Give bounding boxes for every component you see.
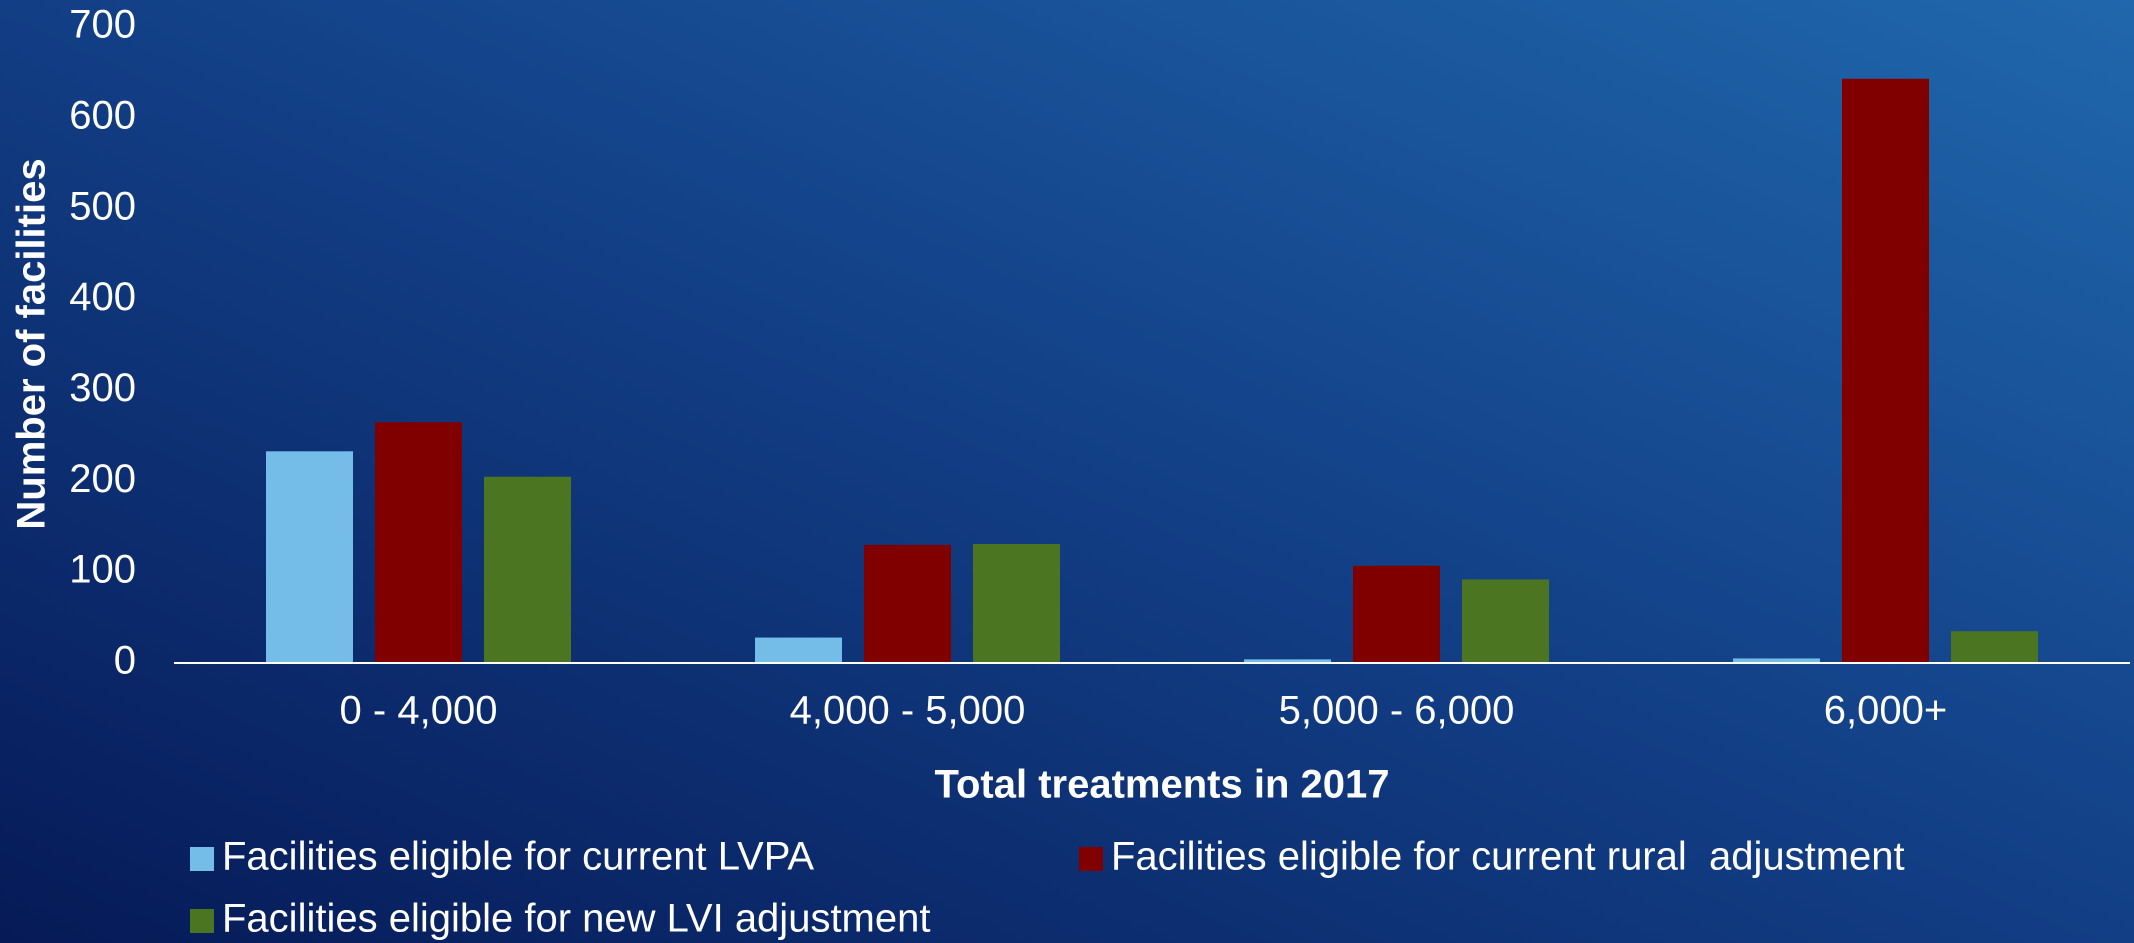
bar: [1244, 659, 1331, 663]
bar: [973, 543, 1060, 663]
bar: [375, 422, 462, 663]
y-axis-title: Number of facilities: [10, 158, 54, 529]
x-tick-label: 5,000 - 6,000: [1279, 689, 1515, 733]
bar: [1733, 658, 1820, 663]
x-tick-label: 4,000 - 5,000: [790, 689, 1026, 733]
x-axis-title: Total treatments in 2017: [935, 763, 1390, 807]
bar: [755, 637, 842, 663]
legend-label: Facilities eligible for new LVI adjustme…: [222, 897, 930, 941]
y-tick-label: 700: [69, 3, 136, 47]
x-tick-label: 6,000+: [1824, 689, 1947, 733]
bar: [864, 544, 951, 663]
legend-swatch: [190, 847, 214, 871]
y-tick-label: 100: [69, 548, 136, 592]
legend-swatch: [190, 909, 214, 933]
bar: [1842, 78, 1929, 663]
y-tick-label: 500: [69, 184, 136, 228]
y-tick-label: 300: [69, 366, 136, 410]
bar: [484, 476, 571, 663]
y-tick-label: 600: [69, 93, 136, 137]
y-tick-label: 400: [69, 275, 136, 319]
x-tick-label: 0 - 4,000: [340, 689, 498, 733]
legend-label: Facilities eligible for current LVPA: [222, 835, 814, 879]
bar: [1951, 631, 2038, 663]
bar: [1462, 579, 1549, 663]
bar: [266, 451, 353, 663]
legend-label: Facilities eligible for current rural ad…: [1111, 835, 1905, 879]
legend-swatch: [1079, 847, 1103, 871]
bar: [1353, 565, 1440, 663]
y-tick-label: 0: [114, 639, 136, 683]
y-tick-label: 200: [69, 457, 136, 501]
